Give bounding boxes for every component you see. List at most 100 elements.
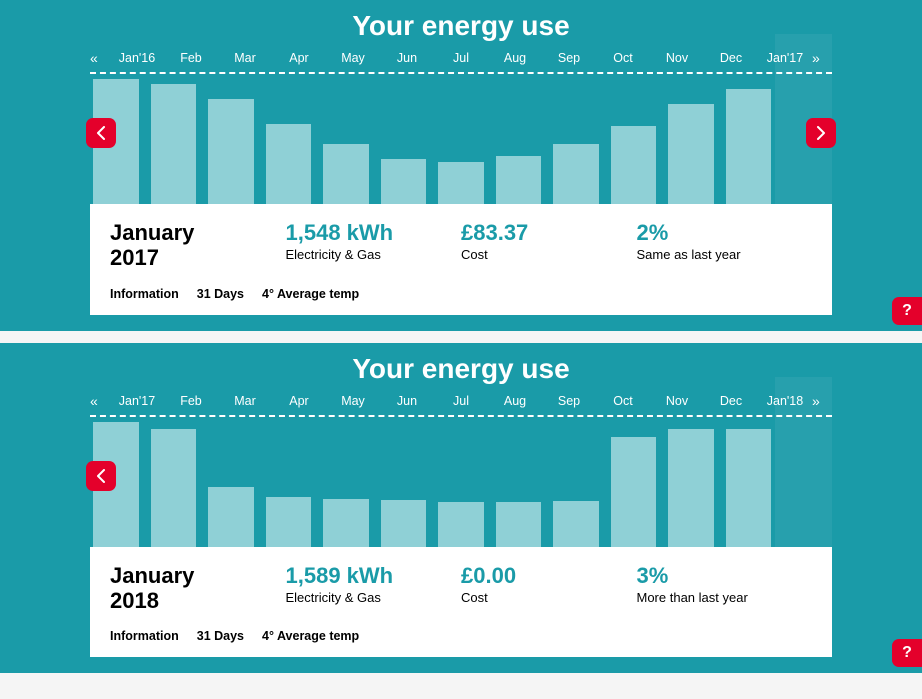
bar[interactable] (266, 124, 312, 204)
month-label[interactable]: Apr (272, 51, 326, 65)
month-label[interactable]: Dec (704, 51, 758, 65)
bar-slot[interactable] (723, 417, 775, 547)
chart (90, 74, 832, 204)
month-label[interactable]: May (326, 394, 380, 408)
month-label[interactable]: Aug (488, 394, 542, 408)
info-pct-value: 2% (637, 220, 813, 245)
info-month-year: 2018 (110, 588, 286, 613)
bar-slot[interactable] (435, 417, 487, 547)
months-row: «Jan'16FebMarAprMayJunJulAugSepOctNovDec… (0, 50, 922, 66)
panel-title: Your energy use (0, 353, 922, 385)
bar-slot[interactable] (723, 74, 775, 204)
panel-title: Your energy use (0, 10, 922, 42)
bar-slot[interactable] (320, 417, 372, 547)
bar[interactable] (496, 502, 542, 547)
bar-slot[interactable] (148, 74, 200, 204)
month-label[interactable]: Dec (704, 394, 758, 408)
next-button[interactable] (806, 118, 836, 148)
bar-slot[interactable] (608, 74, 660, 204)
bar[interactable] (266, 497, 312, 547)
bar-slot[interactable] (320, 74, 372, 204)
bar[interactable] (726, 89, 772, 204)
bar[interactable] (726, 429, 772, 547)
month-label[interactable]: Jan'16 (110, 51, 164, 65)
bar-slot[interactable] (378, 74, 430, 204)
month-label[interactable]: Oct (596, 51, 650, 65)
info-pct-value: 3% (637, 563, 813, 588)
month-label[interactable]: Jan'18 (758, 394, 812, 408)
prev-button[interactable] (86, 118, 116, 148)
month-label[interactable]: Sep (542, 51, 596, 65)
bar-slot[interactable] (263, 417, 315, 547)
bar-slot[interactable] (550, 417, 602, 547)
month-label[interactable]: Jun (380, 394, 434, 408)
month-label[interactable]: Aug (488, 51, 542, 65)
bar-slot[interactable] (263, 74, 315, 204)
bar[interactable] (668, 104, 714, 204)
month-label[interactable]: Feb (164, 394, 218, 408)
bar[interactable] (208, 487, 254, 547)
month-label[interactable]: Mar (218, 394, 272, 408)
month-label[interactable]: Jun (380, 51, 434, 65)
month-label[interactable]: May (326, 51, 380, 65)
bars-container (90, 417, 832, 547)
bar[interactable] (438, 162, 484, 204)
month-label[interactable]: Jan'17 (758, 51, 812, 65)
month-label[interactable]: Jan'17 (110, 394, 164, 408)
bar[interactable] (208, 99, 254, 204)
bar-slot[interactable] (148, 417, 200, 547)
bar-slot[interactable] (378, 417, 430, 547)
bar[interactable] (323, 499, 369, 547)
bar-slot[interactable] (493, 417, 545, 547)
bar[interactable] (438, 502, 484, 547)
bar[interactable] (611, 126, 657, 204)
month-label[interactable]: Oct (596, 394, 650, 408)
bar-slot[interactable] (665, 417, 717, 547)
prev-button[interactable] (86, 461, 116, 491)
bar-slot[interactable] (665, 74, 717, 204)
info-card: January20181,589 kWhElectricity & Gas£0.… (90, 547, 832, 658)
help-button[interactable]: ? (892, 297, 922, 325)
info-footer: Information31 Days4° Average temp (110, 287, 812, 301)
bar[interactable] (381, 500, 427, 547)
bar-slot[interactable] (205, 417, 257, 547)
info-energy-value: 1,548 kWh (286, 220, 462, 245)
month-label[interactable]: Apr (272, 394, 326, 408)
chevron-right-icon[interactable]: » (812, 393, 832, 409)
bar[interactable] (553, 144, 599, 204)
chevron-right-icon[interactable]: » (812, 50, 832, 66)
info-energy: 1,589 kWhElectricity & Gas (286, 563, 462, 614)
bar-slot[interactable] (608, 417, 660, 547)
bar-slot[interactable] (205, 74, 257, 204)
month-label[interactable]: Jul (434, 394, 488, 408)
bar-slot[interactable] (435, 74, 487, 204)
info-footer-label: Information (110, 629, 179, 643)
bar[interactable] (381, 159, 427, 204)
info-month-name: January (110, 220, 286, 245)
bar-slot[interactable] (780, 417, 832, 547)
bar[interactable] (668, 429, 714, 547)
info-cost-label: Cost (461, 590, 637, 605)
month-label[interactable]: Mar (218, 51, 272, 65)
help-button[interactable]: ? (892, 639, 922, 667)
bar[interactable] (496, 156, 542, 204)
month-label[interactable]: Feb (164, 51, 218, 65)
month-label[interactable]: Nov (650, 51, 704, 65)
bar[interactable] (323, 144, 369, 204)
month-label[interactable]: Sep (542, 394, 596, 408)
bar[interactable] (553, 501, 599, 547)
month-label[interactable]: Nov (650, 394, 704, 408)
bar-slot[interactable] (550, 74, 602, 204)
bar-slot[interactable] (493, 74, 545, 204)
info-footer-label: Information (110, 287, 179, 301)
bar[interactable] (151, 429, 197, 547)
bars-container (90, 74, 832, 204)
bar[interactable] (611, 437, 657, 547)
bar[interactable] (151, 84, 197, 204)
info-energy-label: Electricity & Gas (286, 590, 462, 605)
chart (90, 417, 832, 547)
chevron-left-icon[interactable]: « (90, 50, 110, 66)
chevron-left-icon[interactable]: « (90, 393, 110, 409)
info-footer-days: 31 Days (197, 287, 244, 301)
month-label[interactable]: Jul (434, 51, 488, 65)
